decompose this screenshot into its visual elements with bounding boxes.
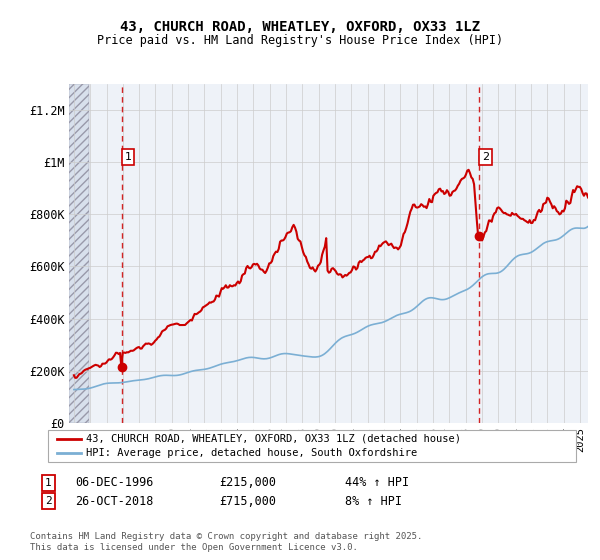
Text: 2: 2 xyxy=(45,496,52,506)
Text: 26-OCT-2018: 26-OCT-2018 xyxy=(75,494,154,508)
Text: 43, CHURCH ROAD, WHEATLEY, OXFORD, OX33 1LZ (detached house): 43, CHURCH ROAD, WHEATLEY, OXFORD, OX33 … xyxy=(86,433,461,444)
Bar xyxy=(69,84,89,423)
Text: 8% ↑ HPI: 8% ↑ HPI xyxy=(345,494,402,508)
Text: 43, CHURCH ROAD, WHEATLEY, OXFORD, OX33 1LZ: 43, CHURCH ROAD, WHEATLEY, OXFORD, OX33 … xyxy=(120,20,480,34)
Text: Price paid vs. HM Land Registry's House Price Index (HPI): Price paid vs. HM Land Registry's House … xyxy=(97,34,503,46)
Text: 2: 2 xyxy=(482,152,489,162)
Text: 1: 1 xyxy=(45,478,52,488)
Text: Contains HM Land Registry data © Crown copyright and database right 2025.
This d: Contains HM Land Registry data © Crown c… xyxy=(30,533,422,552)
Text: 1: 1 xyxy=(125,152,131,162)
Text: 06-DEC-1996: 06-DEC-1996 xyxy=(75,476,154,489)
Text: 44% ↑ HPI: 44% ↑ HPI xyxy=(345,476,409,489)
Text: HPI: Average price, detached house, South Oxfordshire: HPI: Average price, detached house, Sout… xyxy=(86,448,417,458)
Text: £215,000: £215,000 xyxy=(219,476,276,489)
Text: £715,000: £715,000 xyxy=(219,494,276,508)
